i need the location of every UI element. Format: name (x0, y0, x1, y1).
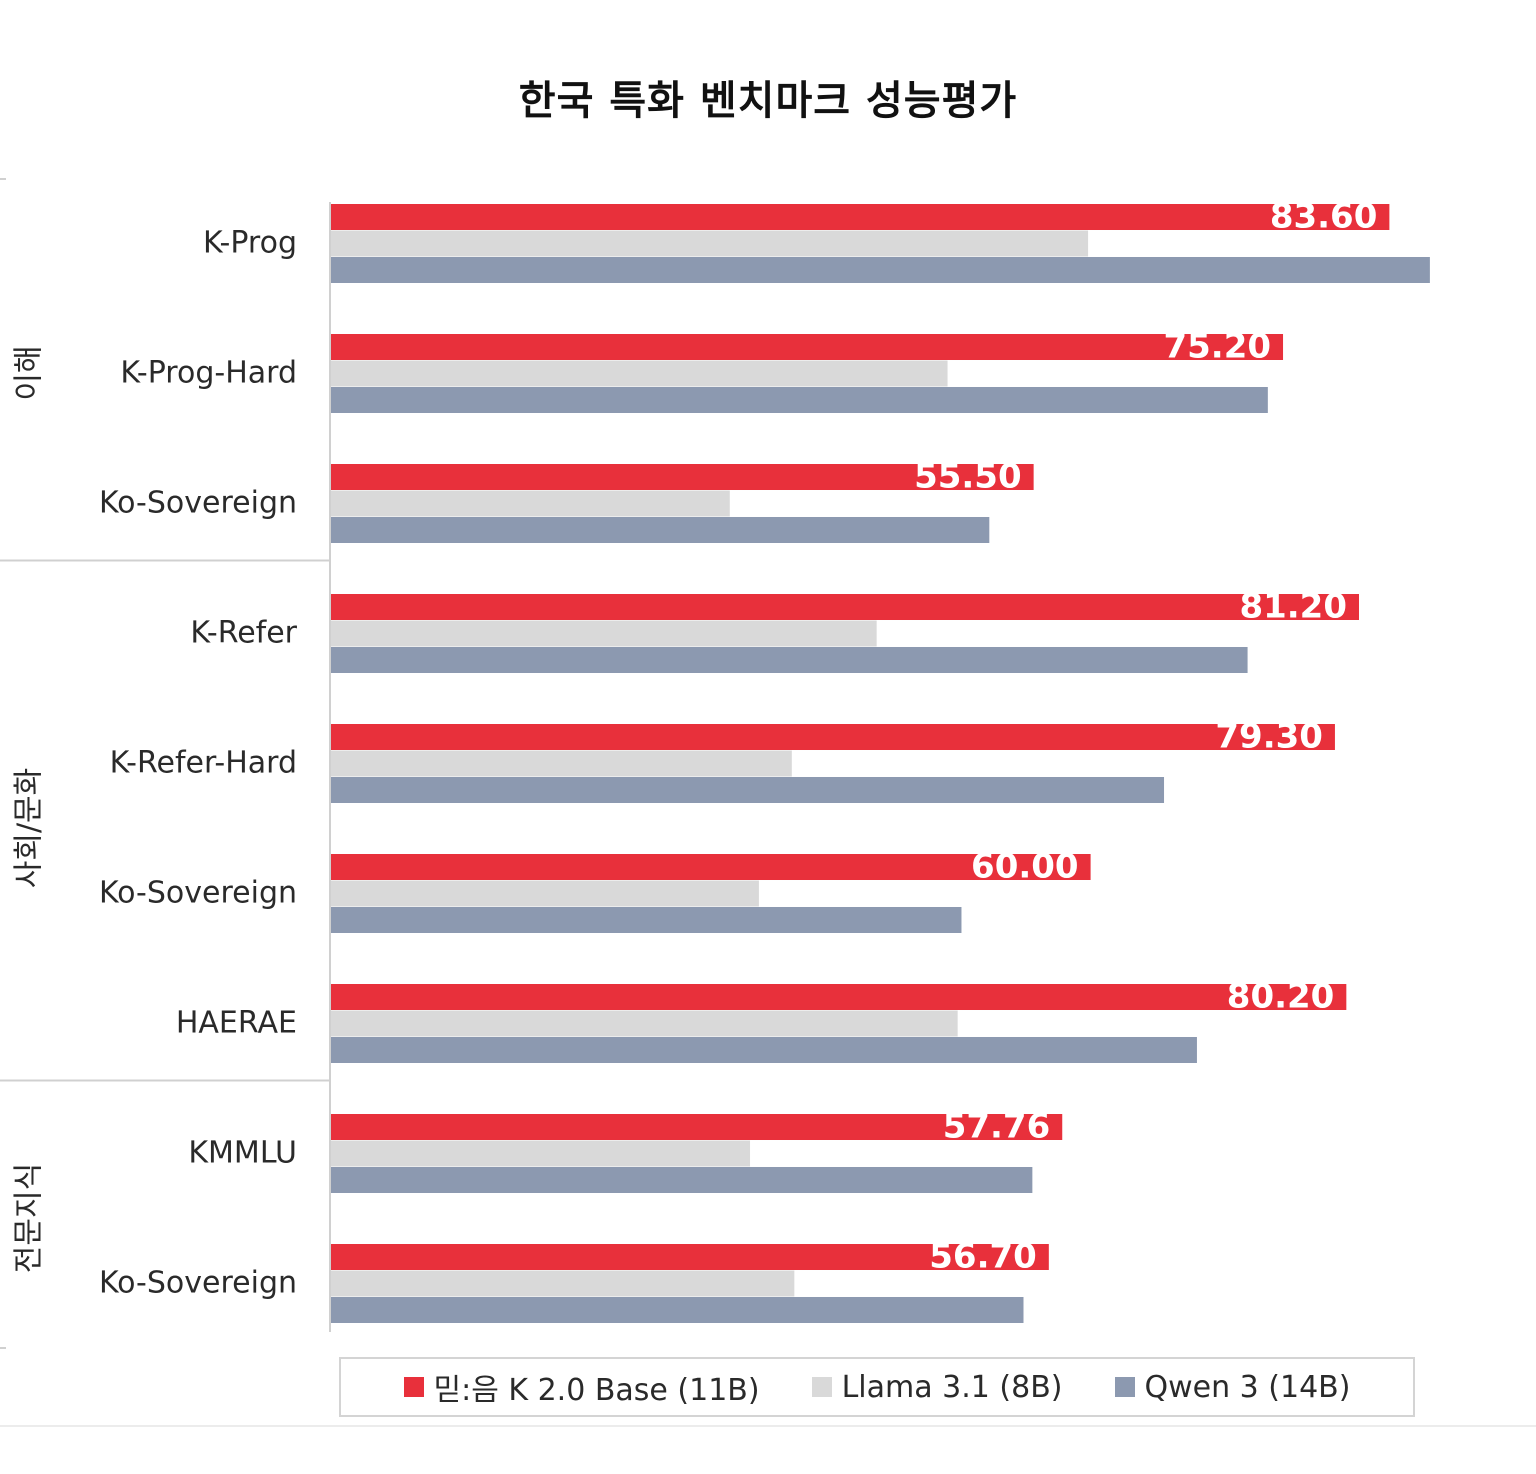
bar-s3-c5[interactable] (331, 777, 1165, 803)
value-label-s1-c9: 56.70 (929, 1237, 1037, 1277)
bar-s2-c5[interactable] (331, 750, 792, 777)
bar-s3-c7[interactable] (331, 1037, 1197, 1063)
value-label-s1-c6: 60.00 (971, 847, 1079, 887)
bar-s3-c8[interactable] (331, 1167, 1033, 1193)
value-label-s1-c5: 79.30 (1215, 717, 1323, 757)
bar-s2-c9[interactable] (331, 1270, 795, 1297)
bar-s3-c2[interactable] (331, 387, 1268, 413)
bar-s2-c6[interactable] (331, 880, 759, 907)
bar-s3-c6[interactable] (331, 907, 962, 933)
legend-swatch-series-1 (403, 1377, 424, 1397)
category-label-4: K-Refer (190, 615, 297, 650)
category-label-7: HAERAE (176, 1005, 297, 1040)
legend-item-series-2[interactable]: Llama 3.1 (8B) (811, 1369, 1063, 1405)
bar-s3-c9[interactable] (331, 1297, 1024, 1323)
category-label-2: K-Prog-Hard (120, 355, 297, 390)
legend-swatch-series-2 (811, 1377, 832, 1397)
value-label-s1-c3: 55.50 (914, 457, 1022, 497)
legend-label-series-1: 믿:음 K 2.0 Base (11B) (433, 1373, 760, 1408)
legend-swatch-series-3 (1114, 1377, 1135, 1397)
category-label-1: K-Prog (203, 225, 297, 260)
bar-s1-c1[interactable] (331, 204, 1390, 230)
category-label-6: Ko-Sovereign (99, 875, 297, 910)
value-label-s1-c7: 80.20 (1227, 977, 1335, 1017)
category-label-5: K-Refer-Hard (110, 745, 297, 780)
bar-s3-c1[interactable] (331, 257, 1430, 283)
category-label-8: KMMLU (188, 1135, 297, 1170)
value-label-s1-c2: 75.20 (1163, 327, 1271, 367)
bar-s3-c3[interactable] (331, 517, 990, 543)
legend-label-series-2: Llama 3.1 (8B) (841, 1369, 1063, 1405)
group-label-3: 전문지식 (12, 1163, 47, 1273)
chart-title: 한국 특화 벤치마크 성능평가 (518, 78, 1018, 124)
value-label-s1-c8: 57.76 (943, 1107, 1051, 1147)
bar-s1-c2[interactable] (331, 334, 1284, 360)
legend-label-series-3: Qwen 3 (14B) (1144, 1369, 1351, 1405)
bar-s1-c9[interactable] (331, 1244, 1049, 1270)
bar-s3-c4[interactable] (331, 647, 1248, 673)
bar-s1-c5[interactable] (331, 724, 1335, 750)
bar-s1-c3[interactable] (331, 464, 1034, 490)
bar-s2-c1[interactable] (331, 230, 1089, 257)
group-label-1: 이해 (12, 345, 47, 400)
bar-s1-c6[interactable] (331, 854, 1091, 880)
bar-s1-c4[interactable] (331, 594, 1359, 620)
bar-s2-c3[interactable] (331, 490, 730, 517)
legend-item-series-1[interactable]: 믿:음 K 2.0 Base (11B) (403, 1365, 760, 1409)
category-label-3: Ko-Sovereign (99, 485, 297, 520)
legend-item-series-3[interactable]: Qwen 3 (14B) (1114, 1369, 1351, 1405)
bar-s2-c8[interactable] (331, 1140, 751, 1167)
bar-s2-c7[interactable] (331, 1010, 958, 1037)
bar-s1-c8[interactable] (331, 1114, 1063, 1140)
value-label-s1-c4: 81.20 (1239, 587, 1347, 627)
bar-s1-c7[interactable] (331, 984, 1347, 1010)
value-label-s1-c1: 83.60 (1270, 197, 1378, 237)
group-label-2: 사회/문화 (12, 768, 47, 889)
bar-s2-c2[interactable] (331, 360, 948, 387)
category-label-9: Ko-Sovereign (99, 1265, 297, 1300)
bar-s2-c4[interactable] (331, 620, 877, 647)
chart-legend: 믿:음 K 2.0 Base (11B) Llama 3.1 (8B) Qwen… (339, 1357, 1415, 1417)
